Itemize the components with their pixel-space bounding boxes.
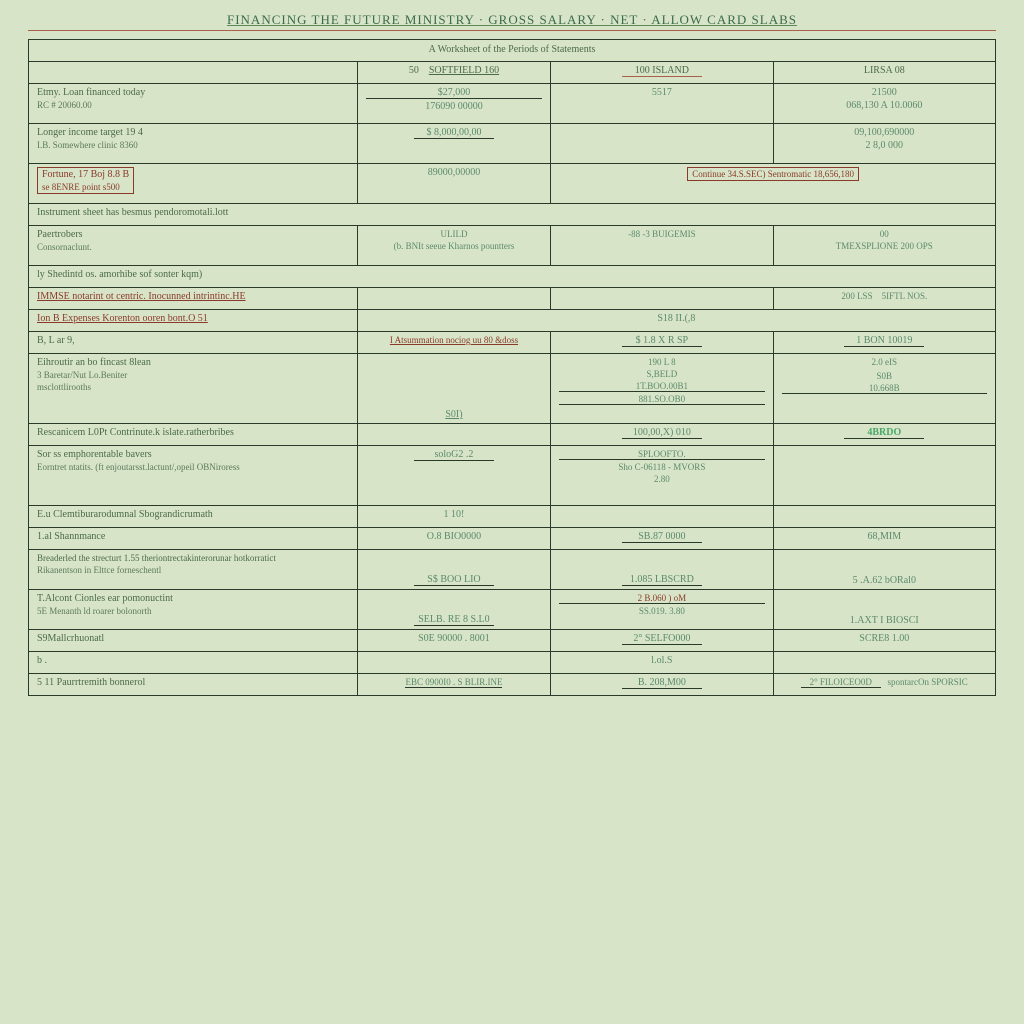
- page-title: FINANCING THE FUTURE MINISTRY · GROSS SA…: [28, 12, 996, 31]
- table-row: Paertrobers Consornaclunt. ULILD (b. BNI…: [29, 226, 996, 266]
- row-label: ly Shedintd os. amorhibe sof sonter kqm): [29, 266, 996, 288]
- row-label: B, L ar 9,: [29, 332, 358, 354]
- subtitle-row: A Worksheet of the Periods of Statements: [29, 40, 996, 62]
- row-label: Sor ss emphorentable bavers: [37, 449, 349, 460]
- table-row: Rescanicem L0Pt Contrinute.k islate.rath…: [29, 424, 996, 446]
- table-row: Sor ss emphorentable bavers Eorntret nta…: [29, 446, 996, 506]
- row-label: Breaderled the strecturt 1.55 theriontre…: [37, 553, 349, 563]
- row-label: Longer income target 19 4: [37, 127, 349, 138]
- table-row: b . l.ol.S: [29, 652, 996, 674]
- table-row: Instrument sheet has besmus pendoromotal…: [29, 204, 996, 226]
- table-row: Etmy. Loan financed today RC # 20060.00 …: [29, 84, 996, 124]
- row-label: b .: [29, 652, 358, 674]
- table-row: Ion B Expenses Korenton ooren bont.O 51 …: [29, 310, 996, 332]
- table-row: Eihroutir an bo fincast 8lean 3 Baretar/…: [29, 354, 996, 424]
- table-row: Longer income target 19 4 I.B. Somewhere…: [29, 124, 996, 164]
- row-sublabel: RC # 20060.00: [37, 100, 349, 110]
- hdr-c1: 50: [409, 65, 419, 76]
- row-label: E.u Clemtiburarodumnal Sbograndicrumath: [29, 506, 358, 528]
- row-label: Fortune, 17 Boj 8.8 B: [42, 169, 129, 180]
- subtitle: A Worksheet of the Periods of Statements: [29, 40, 996, 62]
- row-sublabel: se 8ENRE point s500: [42, 182, 129, 192]
- row-sublabel: I.B. Somewhere clinic 8360: [37, 140, 349, 150]
- row-label: T.Alcont Cionles ear pomonuctint: [37, 593, 349, 604]
- table-row: E.u Clemtiburarodumnal Sbograndicrumath …: [29, 506, 996, 528]
- table-row: 5 11 Paurrtremith bonnerol EBC 0900I0 . …: [29, 674, 996, 696]
- row-label: Instrument sheet has besmus pendoromotal…: [29, 204, 996, 226]
- row-label: Ion B Expenses Korenton ooren bont.O 51: [37, 313, 208, 324]
- row-label: Paertrobers: [37, 229, 349, 240]
- table-row: T.Alcont Cionles ear pomonuctint 5E Mena…: [29, 590, 996, 630]
- hdr-c3: 100 ISLAND: [622, 65, 702, 77]
- row-label: Etmy. Loan financed today: [37, 87, 349, 98]
- table-row: B, L ar 9, I Atsummation nociog uu 80 &d…: [29, 332, 996, 354]
- table-row: 1.al Shannmance O.8 BIO0000 SB.87 0000 6…: [29, 528, 996, 550]
- row-label: Eihroutir an bo fincast 8lean: [37, 357, 349, 368]
- table-row: Fortune, 17 Boj 8.8 B se 8ENRE point s50…: [29, 164, 996, 204]
- hdr-c4: LIRSA 08: [773, 62, 995, 84]
- table-row: Breaderled the strecturt 1.55 theriontre…: [29, 550, 996, 590]
- table-row: S9Mallcrhuonatl S0E 90000 . 8001 2° SELF…: [29, 630, 996, 652]
- row-label: Rescanicem L0Pt Contrinute.k islate.rath…: [29, 424, 358, 446]
- table-row: IMMSE notarint ot centric. Inocunned int…: [29, 288, 996, 310]
- header-row: 50 SOFTFIELD 160 100 ISLAND LIRSA 08: [29, 62, 996, 84]
- hdr-c2: SOFTFIELD 160: [429, 65, 499, 76]
- ledger-table: A Worksheet of the Periods of Statements…: [28, 39, 996, 696]
- row-label: 5 11 Paurrtremith bonnerol: [29, 674, 358, 696]
- row-label: S9Mallcrhuonatl: [29, 630, 358, 652]
- row-label: 1.al Shannmance: [29, 528, 358, 550]
- row-label: IMMSE notarint ot centric. Inocunned int…: [37, 291, 246, 302]
- table-row: ly Shedintd os. amorhibe sof sonter kqm): [29, 266, 996, 288]
- row-sublabel: Consornaclunt.: [37, 242, 349, 252]
